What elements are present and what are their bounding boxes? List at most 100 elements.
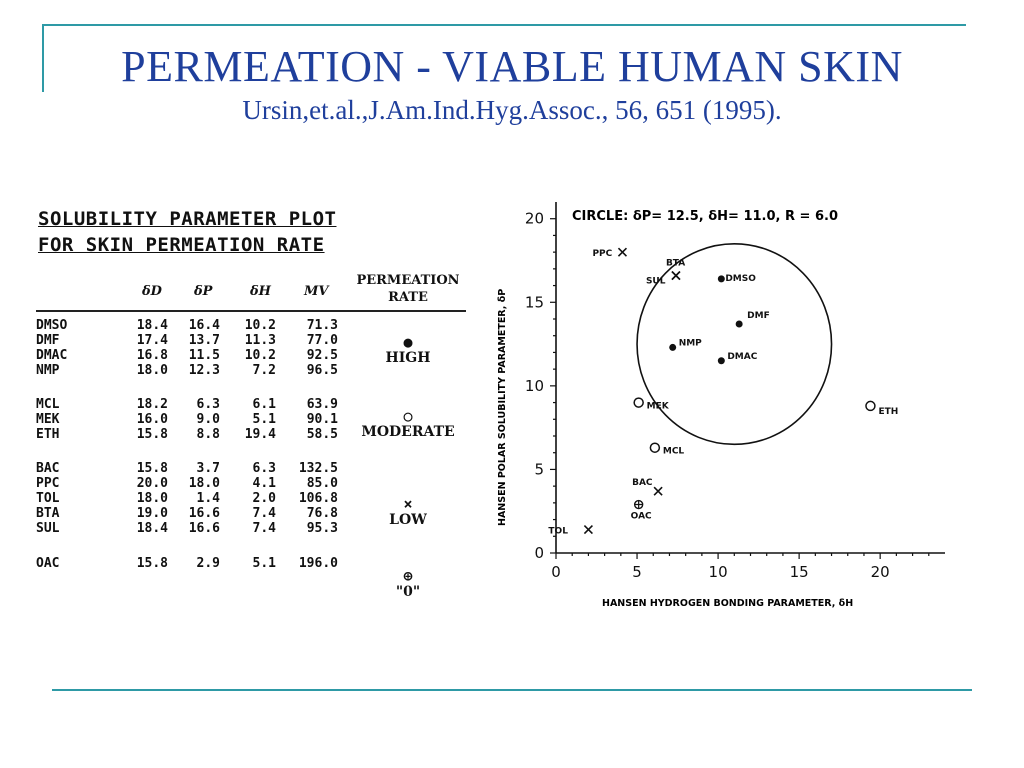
row-dP: 16.4 — [188, 318, 220, 333]
point-label-dmso: DMSO — [725, 274, 756, 284]
row-dH: 19.4 — [244, 427, 276, 442]
row-mv: 106.8 — [298, 491, 338, 506]
chart-solubility-circle — [636, 242, 833, 446]
row-name: DMAC — [36, 348, 68, 363]
row-name: NMP — [36, 363, 60, 378]
rate-header-line-2: RATE — [388, 290, 428, 305]
y-tick-label: 10 — [525, 377, 544, 395]
x-tick-label: 5 — [632, 563, 642, 581]
row-dH: 7.4 — [252, 521, 276, 536]
header-mv: MV — [304, 284, 329, 299]
header-rule — [36, 310, 466, 312]
row-dD: 15.8 — [136, 427, 168, 442]
row-dD: 19.0 — [136, 506, 168, 521]
row-dD: 18.0 — [136, 363, 168, 378]
row-mv: 76.8 — [306, 506, 338, 521]
row-name: DMSO — [36, 318, 68, 333]
point-eth — [865, 400, 876, 412]
row-dD: 15.8 — [136, 461, 168, 476]
point-sul — [671, 270, 681, 281]
row-mv: 90.1 — [306, 412, 338, 427]
table-row: MCL 18.2 6.3 6.1 63.9 — [34, 397, 354, 412]
row-dP: 6.3 — [196, 397, 220, 412]
row-dH: 5.1 — [252, 556, 276, 571]
row-dP: 16.6 — [188, 521, 220, 536]
row-dD: 18.4 — [136, 318, 168, 333]
row-dH: 10.2 — [244, 348, 276, 363]
point-label-sul: SUL — [646, 277, 666, 287]
point-label-dmac: DMAC — [727, 352, 757, 362]
point-label-tol: TOL — [548, 527, 568, 537]
point-ppc — [617, 247, 628, 257]
point-dmf — [735, 320, 743, 328]
permeation-rate-header: PERMEATION RATE — [350, 272, 466, 306]
table-title-line-2: FOR SKIN PERMEATION RATE — [38, 234, 325, 256]
group-label: MODERATE — [361, 424, 455, 440]
row-name: DMF — [36, 333, 60, 348]
cross-icon: × — [403, 495, 413, 513]
row-dD: 15.8 — [136, 556, 168, 571]
y-tick-label: 15 — [525, 293, 544, 311]
point-mcl — [649, 442, 661, 453]
row-mv: 196.0 — [298, 556, 338, 571]
row-dH: 2.0 — [252, 491, 276, 506]
row-dP: 3.7 — [196, 461, 220, 476]
x-tick-label: 10 — [709, 563, 728, 581]
point-oac-plus — [634, 500, 643, 509]
point-bac — [653, 486, 663, 496]
header-dh: δH — [250, 284, 271, 299]
row-mv: 92.5 — [306, 348, 338, 363]
row-dH: 6.3 — [252, 461, 276, 476]
row-dD: 18.2 — [136, 397, 168, 412]
point-label-oac: OAC — [631, 512, 652, 522]
x-tick-label: 15 — [790, 563, 809, 581]
row-dH: 4.1 — [252, 476, 276, 491]
table-row: OAC 15.8 2.9 5.1 196.0 — [34, 556, 354, 571]
point-label-mek: MEK — [647, 402, 670, 412]
row-dH: 10.2 — [244, 318, 276, 333]
solubility-circle — [636, 242, 833, 446]
table-row: BTA 19.0 16.6 7.4 76.8 — [34, 506, 354, 521]
group-label: LOW — [389, 512, 427, 528]
table-title-line-1: SOLUBILITY PARAMETER PLOT — [38, 208, 337, 230]
row-mv: 71.3 — [306, 318, 338, 333]
y-tick-label: 5 — [534, 460, 544, 478]
row-dP: 1.4 — [196, 491, 220, 506]
row-dH: 6.1 — [252, 397, 276, 412]
table-row: TOL 18.0 1.4 2.0 106.8 — [34, 491, 354, 506]
table-row: DMF 17.4 13.7 11.3 77.0 — [34, 333, 354, 348]
row-name: MCL — [36, 397, 60, 412]
point-mek — [633, 397, 644, 408]
y-axis-label: HANSEN POLAR SOLUBILITY PARAMETER, δP — [497, 289, 508, 526]
row-dP: 16.6 — [188, 506, 220, 521]
filled-dot-icon: ● — [403, 333, 413, 351]
row-mv: 63.9 — [306, 397, 338, 412]
table-row: SUL 18.4 16.6 7.4 95.3 — [34, 521, 354, 536]
row-mv: 132.5 — [298, 461, 338, 476]
table-row: ETH 15.8 8.8 19.4 58.5 — [34, 427, 354, 442]
row-dP: 18.0 — [188, 476, 220, 491]
row-mv: 96.5 — [306, 363, 338, 378]
row-dH: 11.3 — [244, 333, 276, 348]
row-name: OAC — [36, 556, 60, 571]
solubility-table: SOLUBILITY PARAMETER PLOT FOR SKIN PERME… — [34, 208, 470, 608]
row-dD: 17.4 — [136, 333, 168, 348]
x-axis-label: HANSEN HYDROGEN BONDING PARAMETER, δH — [602, 598, 853, 609]
point-label-nmp: NMP — [679, 338, 702, 348]
row-name: ETH — [36, 427, 60, 442]
row-name: PPC — [36, 476, 60, 491]
row-name: BTA — [36, 506, 60, 521]
group-zero: ⊕ "0" — [350, 568, 466, 600]
group-high: ● HIGH — [350, 334, 466, 366]
row-dD: 18.4 — [136, 521, 168, 536]
point-dmac — [717, 357, 725, 365]
solubility-scatter-chart: 0 5 10 15 20 0 5 10 15 20 DMSO DMF DMAC NMP MEK MCL ETH… — [497, 202, 945, 609]
row-dH: 7.4 — [252, 506, 276, 521]
row-dH: 5.1 — [252, 412, 276, 427]
point-tol — [583, 525, 593, 535]
row-dP: 12.3 — [188, 363, 220, 378]
table-row: PPC 20.0 18.0 4.1 85.0 — [34, 476, 354, 491]
chart-axes: 0 5 10 15 20 0 5 10 15 20 — [525, 202, 945, 581]
point-label-ppc: PPC — [592, 249, 612, 259]
